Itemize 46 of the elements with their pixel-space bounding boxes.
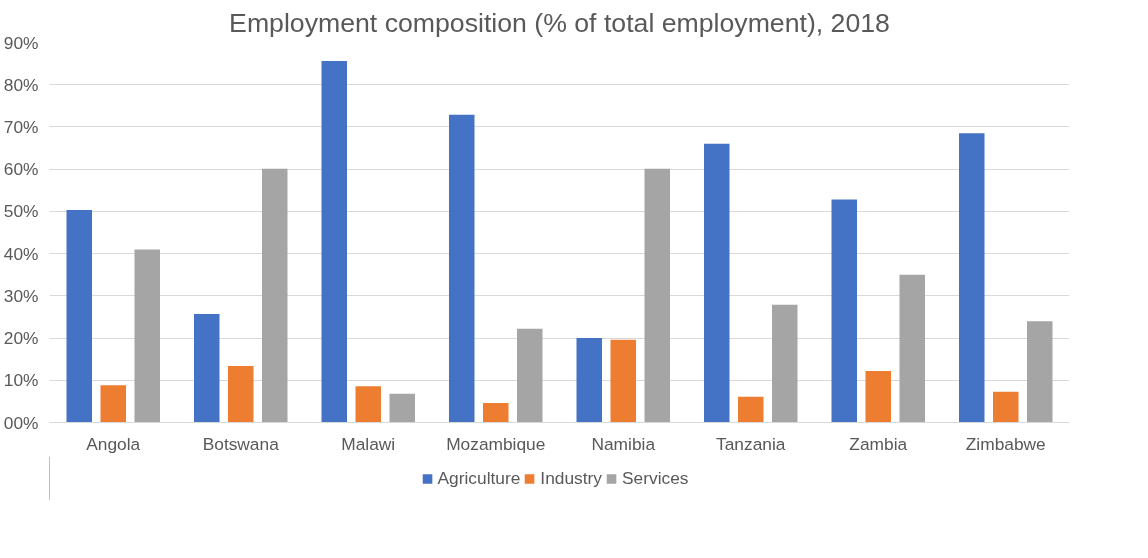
x-tick-label: Mozambique: [446, 433, 546, 454]
bar: [321, 61, 347, 423]
bar: [899, 274, 925, 423]
y-tick-label: 80%: [3, 74, 39, 95]
y-tick-label: 30%: [3, 285, 39, 306]
y-tick-label: 60%: [3, 159, 39, 180]
bar: [389, 393, 415, 423]
bar: [772, 304, 798, 423]
bar: [610, 339, 636, 423]
bar: [738, 396, 764, 423]
x-tick-label: Zambia: [849, 433, 908, 454]
y-tick-label: 10%: [3, 370, 39, 391]
bar: [1027, 321, 1053, 423]
y-tick-label: 40%: [3, 243, 39, 264]
bar: [134, 249, 160, 423]
bar: [262, 168, 288, 423]
bar: [959, 133, 985, 423]
chart-title: Employment composition (% of total employment), 2018: [229, 7, 890, 38]
bar: [831, 199, 857, 423]
x-tick-label: Namibia: [591, 433, 656, 454]
x-tick-label: Tanzania: [716, 433, 786, 454]
bar: [704, 143, 730, 423]
bar: [449, 114, 475, 423]
bar: [576, 338, 602, 423]
legend-label: Industry: [540, 467, 603, 489]
x-tick-label: Angola: [86, 433, 141, 454]
bar: [483, 403, 509, 423]
legend-label: Services: [622, 467, 689, 489]
x-tick-label: Botswana: [202, 433, 280, 454]
bar: [66, 210, 92, 423]
y-tick-label: 70%: [3, 116, 39, 137]
bar: [194, 313, 220, 423]
bar: [100, 385, 126, 423]
y-tick-label: 00%: [3, 412, 39, 433]
bar: [644, 168, 670, 423]
bar: [993, 391, 1019, 423]
bar: [355, 386, 381, 423]
y-tick-label: 50%: [3, 201, 39, 222]
bar: [517, 328, 543, 423]
bar: [865, 370, 891, 423]
x-tick-label: Zimbabwe: [965, 433, 1046, 454]
y-tick-label: 90%: [3, 32, 39, 53]
y-tick-label: 20%: [3, 328, 39, 349]
legend-label: Agriculture: [437, 467, 521, 489]
bar: [228, 365, 254, 423]
x-tick-label: Malawi: [341, 433, 396, 454]
